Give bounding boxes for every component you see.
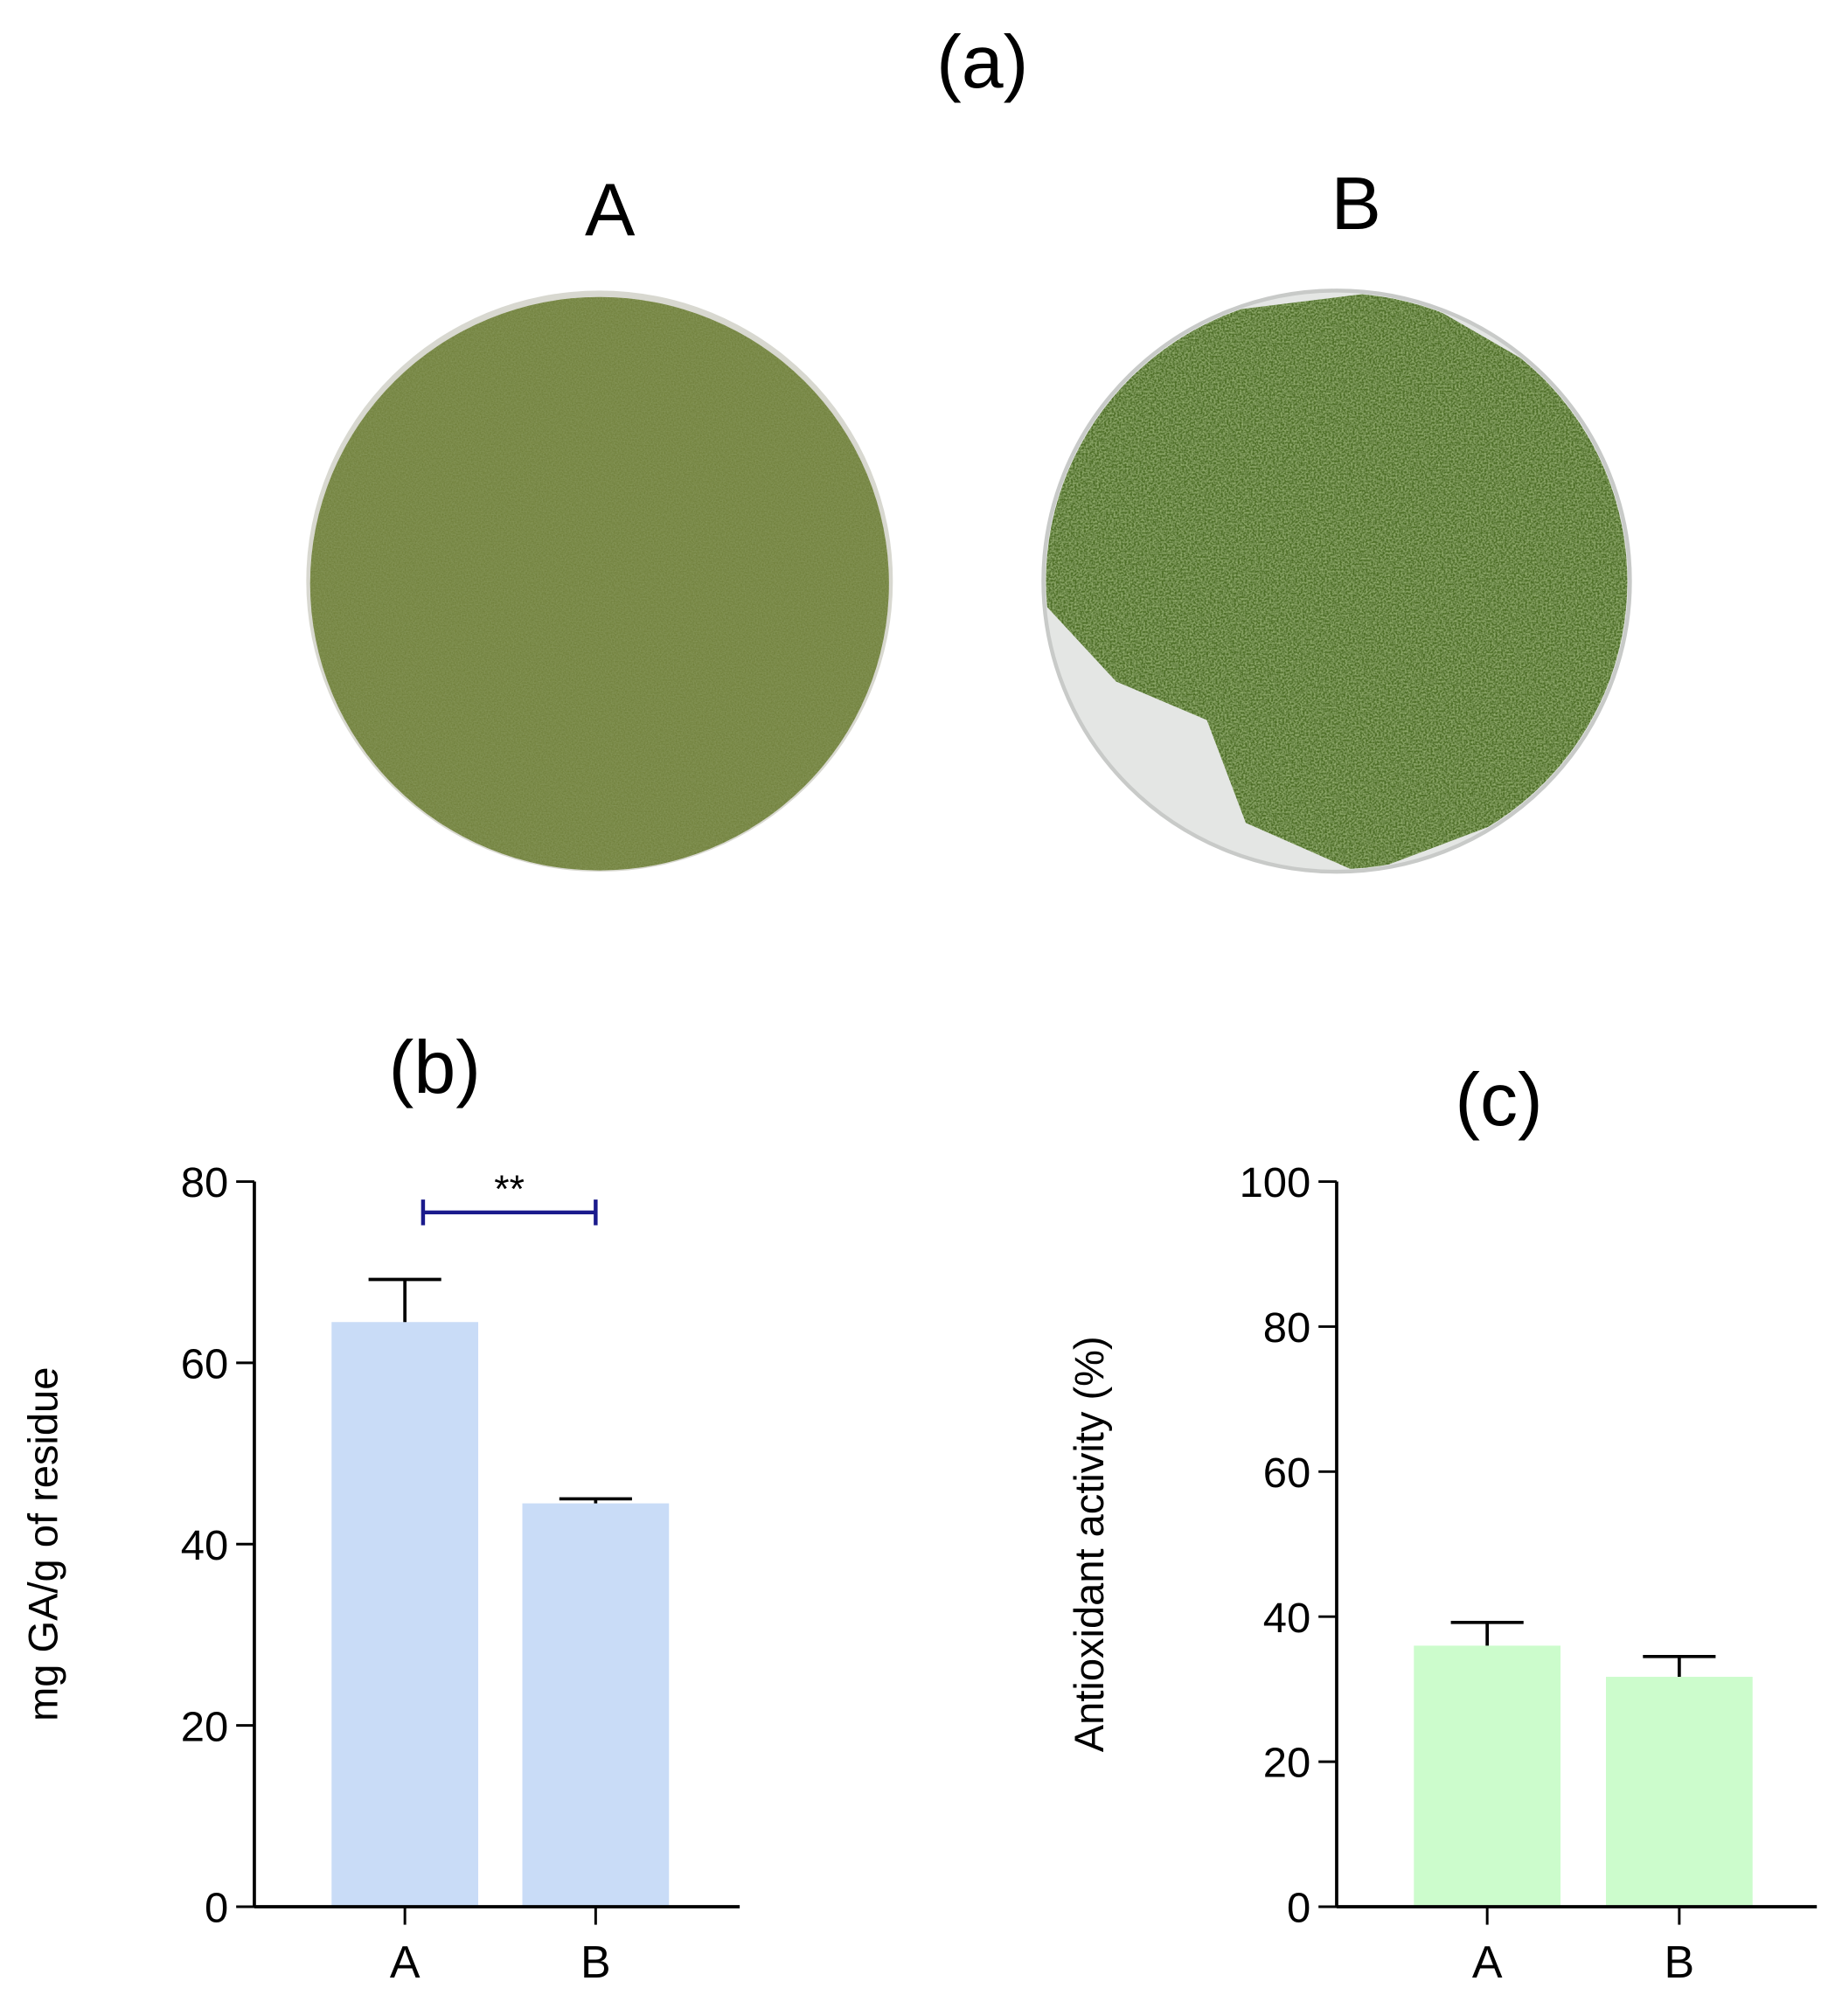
y-axis-label: mg GA/g of residue	[20, 1367, 66, 1721]
y-tick-label: 0	[205, 1885, 228, 1932]
y-tick-label: 80	[1263, 1304, 1310, 1352]
powder	[309, 296, 889, 871]
y-axis-label: Antioxidant activity (%)	[1067, 1336, 1113, 1752]
x-tick-label: B	[580, 1936, 611, 1987]
powder	[1046, 293, 1628, 870]
error-bar	[1643, 1654, 1716, 1678]
x-tick-label: A	[1472, 1936, 1503, 1987]
chart-title: (c)	[1455, 1058, 1542, 1142]
y-tick-label: 0	[1287, 1885, 1310, 1932]
photo	[1041, 288, 1632, 874]
y-tick-label: 80	[181, 1159, 228, 1206]
bar	[522, 1503, 670, 1907]
y-tick-label: 60	[181, 1341, 228, 1388]
bar	[331, 1322, 479, 1907]
bar	[1605, 1677, 1753, 1907]
y-tick-label: 60	[1263, 1449, 1310, 1497]
chart-title: (b)	[389, 1025, 481, 1109]
figure-label: (a)	[936, 20, 1028, 104]
photo-label: B	[1331, 162, 1381, 246]
bar	[1414, 1645, 1561, 1907]
error-bar	[559, 1497, 632, 1504]
y-tick-label: 20	[1263, 1740, 1310, 1787]
error-bar	[1450, 1621, 1524, 1646]
x-tick-label: A	[390, 1936, 421, 1987]
photo-label: A	[585, 168, 635, 252]
y-tick-label: 100	[1240, 1159, 1311, 1206]
x-tick-label: B	[1665, 1936, 1695, 1987]
y-tick-label: 40	[181, 1522, 228, 1569]
y-tick-label: 20	[181, 1703, 228, 1750]
photo	[306, 290, 893, 872]
y-tick-label: 40	[1263, 1595, 1310, 1642]
significance-label: **	[494, 1168, 525, 1211]
error-bar	[368, 1277, 441, 1323]
significance-bracket	[421, 1199, 598, 1226]
